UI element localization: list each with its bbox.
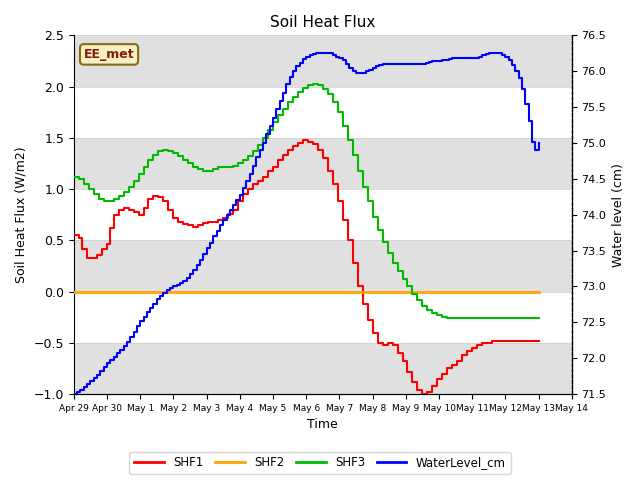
Y-axis label: Soil Heat Flux (W/m2): Soil Heat Flux (W/m2) — [15, 146, 28, 283]
Bar — [74, 138, 572, 189]
Bar — [74, 36, 572, 86]
Y-axis label: Water level (cm): Water level (cm) — [612, 163, 625, 267]
Legend: SHF1, SHF2, SHF3, WaterLevel_cm: SHF1, SHF2, SHF3, WaterLevel_cm — [129, 452, 511, 474]
X-axis label: Time: Time — [307, 419, 338, 432]
Title: Soil Heat Flux: Soil Heat Flux — [270, 15, 376, 30]
Bar — [74, 343, 572, 394]
Text: EE_met: EE_met — [84, 48, 134, 61]
Bar — [74, 240, 572, 292]
